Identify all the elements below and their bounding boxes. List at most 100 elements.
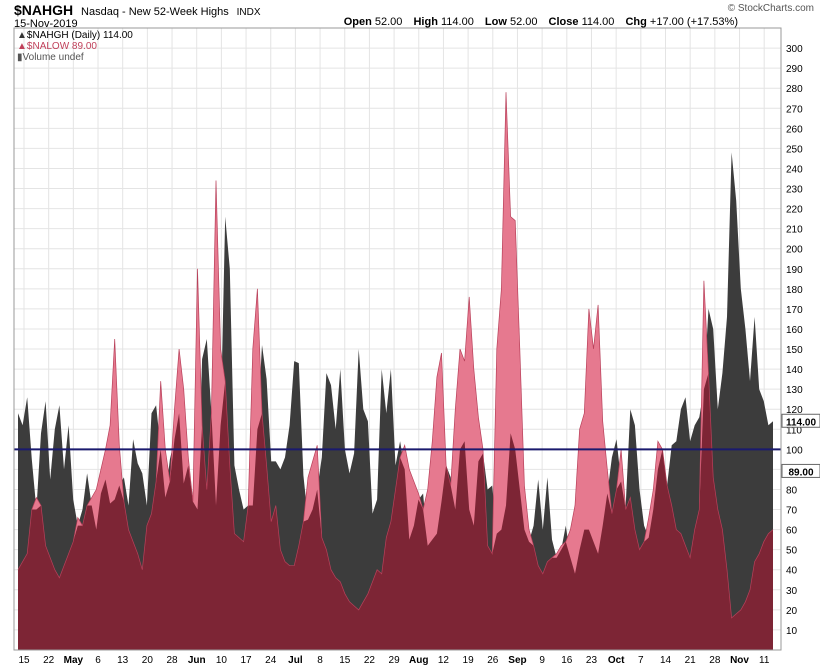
series-line-nalow: [17, 92, 774, 619]
low-value: 52.00: [509, 16, 538, 28]
x-tick-label: 28: [709, 655, 721, 666]
last-value-box: [781, 463, 820, 478]
y-tick-label: 250: [786, 144, 803, 155]
last-value-marker-nahgh: 114.00: [781, 413, 820, 428]
x-tick-label: 20: [142, 655, 154, 666]
x-tick-label: 23: [586, 655, 598, 666]
close-label: Close: [548, 16, 579, 28]
x-tick-label: 12: [438, 655, 450, 666]
y-tick-label: 120: [786, 405, 803, 416]
x-tick-label: 15: [18, 655, 30, 666]
y-tick-label: 30: [786, 586, 798, 597]
y-tick-label: 20: [786, 606, 798, 617]
x-tick-label: 6: [95, 655, 101, 666]
x-tick-label: 29: [389, 655, 401, 666]
high-label: High: [413, 16, 438, 28]
open-label: Open: [343, 16, 372, 28]
x-tick-label: 26: [487, 655, 499, 666]
close-value: 114.00: [581, 16, 615, 28]
series-areas: [17, 92, 774, 650]
ohlc-readout: Open 52.00 High 114.00 Low 52.00 Close 1…: [344, 16, 738, 28]
y-tick-label: 110: [786, 425, 802, 436]
y-tick-label: 40: [786, 566, 798, 577]
x-tick-label: 22: [364, 655, 376, 666]
symbol-description: Nasdaq - New 52-Week Highs: [81, 6, 229, 18]
x-tick-label: May: [64, 655, 84, 666]
y-tick-label: 10: [786, 626, 798, 637]
x-tick-label: 10: [216, 655, 228, 666]
y-tick-label: 270: [786, 104, 803, 115]
y-tick-label: 100: [786, 445, 803, 456]
series-area-overlap: [18, 373, 773, 650]
legend-label-highs: $NAHGH (Daily) 114.00: [26, 30, 133, 41]
low-label: Low: [484, 16, 507, 28]
y-tick-label: 300: [786, 44, 803, 55]
last-value-text: 89.00: [788, 467, 813, 478]
y-tick-label: 70: [786, 506, 798, 517]
legend-item-volume: ▮Volume undef: [17, 52, 133, 63]
x-tick-label: Jun: [188, 655, 206, 666]
y-tick-label: 140: [786, 365, 803, 376]
exchange-label: INDX: [236, 7, 261, 18]
legend-label-lows: $NALOW 89.00: [26, 41, 97, 52]
last-value-text: 114.00: [786, 417, 816, 428]
chg-label: Chg: [625, 16, 647, 28]
legend-swatch-volume: ▮: [17, 52, 23, 63]
plot-frame: [13, 27, 782, 651]
chart-date: 15-Nov-2019: [14, 18, 78, 30]
stockcharts-watermark: © StockCharts.com: [727, 3, 814, 14]
y-tick-label: 200: [786, 245, 803, 256]
last-value-box: [781, 413, 820, 428]
chg-value: +17.00 (+17.53%): [649, 16, 738, 28]
x-tick-label: Jul: [288, 655, 303, 666]
legend-swatch-highs: ▲: [17, 30, 27, 41]
x-tick-label: 22: [43, 655, 55, 666]
y-tick-label: 60: [786, 526, 798, 537]
y-axis: 1020304050607080901001101201301401501601…: [786, 44, 803, 637]
x-tick-label: 9: [539, 655, 545, 666]
x-axis: 15 22 May 6 13 20 28 Jun 10 17 24 Jul 8 15 22 29 Aug 12 19…: [18, 655, 769, 666]
last-value-marker-nalow: 89.00: [781, 463, 820, 478]
open-value: 52.00: [374, 16, 403, 28]
x-tick-label: 15: [339, 655, 351, 666]
y-tick-label: 50: [786, 546, 798, 557]
legend-swatch-lows: ▲: [17, 41, 27, 52]
x-tick-label: 11: [759, 655, 770, 666]
y-tick-label: 260: [786, 124, 803, 135]
y-tick-label: 180: [786, 285, 803, 296]
x-tick-label: 7: [638, 655, 644, 666]
x-tick-label: 13: [117, 655, 129, 666]
legend-item-highs: ▲$NAHGH (Daily) 114.00: [17, 30, 133, 41]
x-tick-label: 17: [240, 655, 252, 666]
high-value: 114.00: [441, 16, 474, 28]
x-tick-label: 8: [317, 655, 323, 666]
legend-item-lows: ▲$NALOW 89.00: [17, 41, 133, 52]
x-tick-label: 14: [660, 655, 672, 666]
x-tick-label: Sep: [508, 655, 526, 666]
y-tick-label: 220: [786, 205, 803, 216]
legend: ▲$NAHGH (Daily) 114.00 ▲$NALOW 89.00 ▮Vo…: [17, 30, 133, 63]
symbol: $NAHGH: [14, 2, 74, 18]
y-tick-label: 160: [786, 325, 803, 336]
x-tick-label: 21: [685, 655, 697, 666]
y-tick-label: 210: [786, 225, 803, 236]
y-tick-label: 280: [786, 84, 803, 95]
value-markers: 114.00 89.00: [781, 413, 820, 478]
y-tick-label: 130: [786, 385, 803, 396]
x-tick-label: 16: [561, 655, 573, 666]
x-tick-label: 28: [166, 655, 178, 666]
x-tick-label: Oct: [608, 655, 625, 666]
x-tick-label: 19: [463, 655, 475, 666]
y-tick-label: 80: [786, 485, 798, 496]
legend-label-volume: Volume undef: [22, 52, 84, 63]
y-tick-label: 290: [786, 64, 803, 75]
y-tick-label: 230: [786, 185, 803, 196]
x-tick-label: Nov: [730, 655, 749, 666]
x-tick-label: Aug: [409, 655, 428, 666]
y-tick-label: 170: [786, 305, 803, 316]
y-tick-label: 240: [786, 164, 803, 175]
plot-border: [13, 27, 782, 651]
chart-title: $NAHGH Nasdaq - New 52-Week Highs INDX: [14, 2, 261, 18]
y-tick-label: 150: [786, 345, 803, 356]
